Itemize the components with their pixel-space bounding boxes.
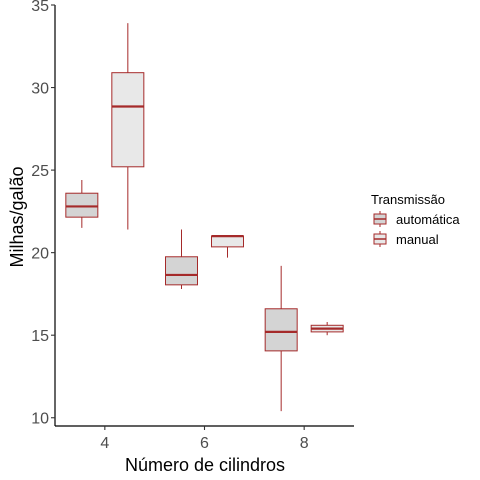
y-tick-label: 10 [31,411,49,428]
x-tick-label: 4 [100,435,109,452]
box-iqr [65,192,99,218]
box-manual-8 [310,321,344,336]
x-tick-label: 8 [300,435,309,452]
x-tick-label: 6 [200,435,209,452]
box-iqr [264,308,298,352]
legend-key-automática [373,211,387,227]
box-iqr [165,256,198,286]
box-automática-8 [264,265,298,412]
y-tick-label: 15 [31,328,49,345]
y-tick-label: 25 [31,163,49,180]
box-manual-4 [111,23,145,230]
box-manual-6 [211,235,244,258]
x-axis: 4 6 8 [55,425,354,452]
box-iqr [111,72,145,168]
box-automática-6 [165,229,198,289]
box-automática-4 [65,180,99,228]
legend-label: manual [396,232,439,247]
y-tick-label: 35 [31,0,49,15]
legend-label: automática [396,212,460,227]
y-tick-label: 30 [31,81,49,98]
legend-key-manual [373,231,387,247]
boxes [65,23,344,412]
x-axis-title: Número de cilindros [125,455,285,475]
legend: Transmissão automática manual [371,192,460,247]
y-axis-title: Milhas/galão [7,166,27,267]
box-iqr [211,235,244,248]
y-axis: 10 15 20 25 30 35 [31,0,56,428]
y-tick-label: 20 [31,246,49,263]
legend-title: Transmissão [371,192,445,207]
